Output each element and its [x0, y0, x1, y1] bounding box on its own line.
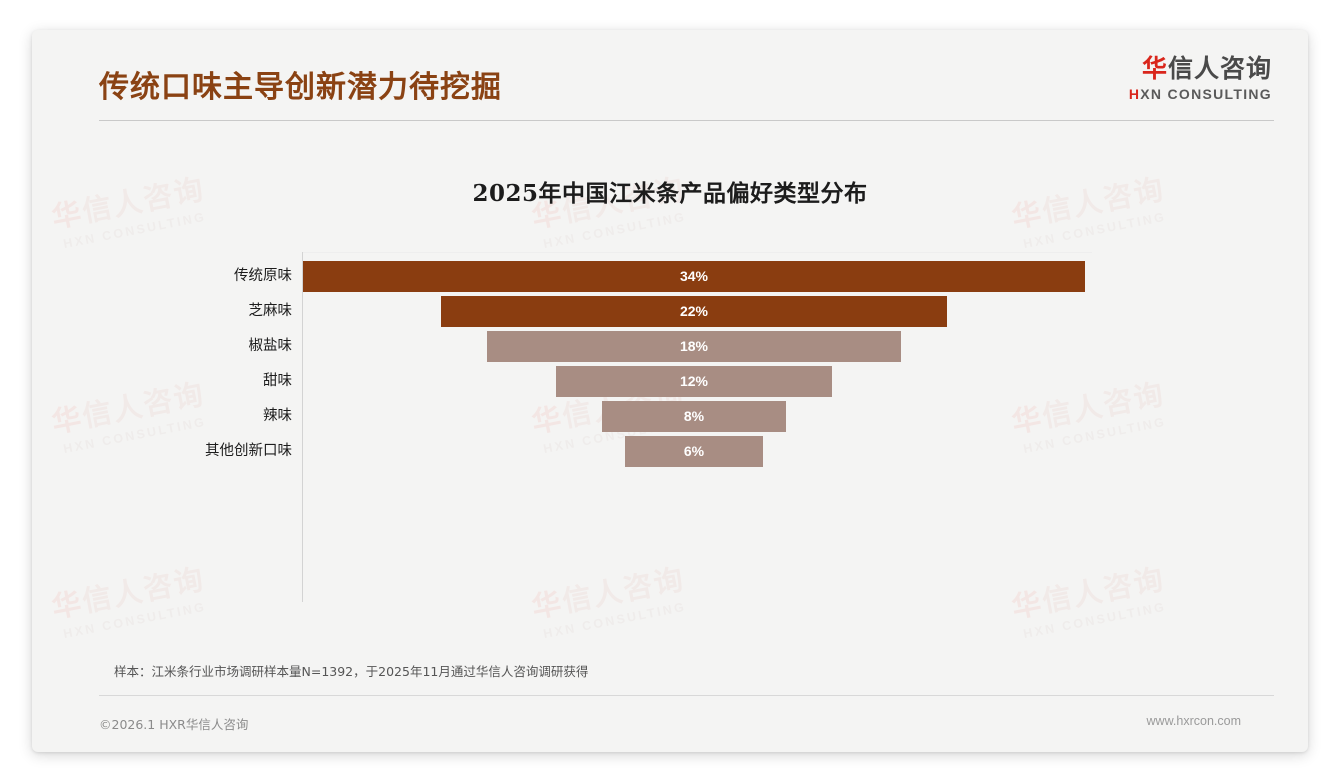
bar-track: 12%	[303, 364, 1085, 399]
footer-divider	[99, 695, 1274, 696]
bar-shape[interactable]	[625, 436, 763, 467]
brand-logo-en-accent: H	[1128, 86, 1141, 102]
bar-row[interactable]: 椒盐味 18%	[202, 329, 1262, 364]
brand-logo-rest-chars: 信人咨询	[1167, 54, 1272, 83]
slide-header: 传统口味主导创新潜力待挖掘 华信人咨询 HXN CONSULTING	[32, 30, 1308, 122]
bar-category-label: 椒盐味	[248, 338, 293, 354]
bar-row[interactable]: 其他创新口味 6%	[202, 434, 1262, 469]
bar-row[interactable]: 芝麻味 22%	[202, 294, 1262, 329]
chart-title: 2025年中国江米条产品偏好类型分布	[472, 180, 868, 207]
bar-track: 22%	[303, 294, 1085, 329]
category-axis-line	[302, 252, 303, 602]
bar-category-label: 辣味	[263, 408, 292, 424]
bar-shape[interactable]	[487, 331, 901, 362]
bar-category-label: 甜味	[263, 373, 292, 389]
bar-shape[interactable]	[441, 296, 947, 327]
sample-footnote: 样本：江米条行业市场调研样本量N=1392，于2025年11月通过华信人咨询调研…	[114, 664, 589, 679]
bar-category-label: 其他创新口味	[205, 443, 292, 459]
bar-category-label: 传统原味	[234, 268, 292, 284]
bar-shape[interactable]	[602, 401, 786, 432]
brand-logo-accent-char: 华	[1141, 54, 1168, 83]
brand-logo-chinese: 华信人咨询	[1129, 55, 1272, 83]
site-url[interactable]: www.hxrcon.com	[1146, 714, 1241, 728]
bar-track: 6%	[303, 434, 1085, 469]
chart-plot-area: 传统原味 34% 芝麻味 22% 椒盐味 18% 甜味 12% 辣味 8% 其他创新口味 6%	[202, 252, 1262, 602]
header-divider	[99, 120, 1274, 121]
slide-card: 华信人咨询 HXN CONSULTING 华信人咨询 HXN CONSULTING 华信…	[32, 30, 1308, 752]
brand-logo-en-rest: XN CONSULTING	[1140, 86, 1272, 102]
bar-track: 34%	[303, 259, 1085, 294]
copyright-text: ©2026.1 HXR华信人咨询	[99, 717, 249, 732]
plot-top-rule	[302, 252, 1092, 253]
bar-track: 8%	[303, 399, 1085, 434]
brand-logo: 华信人咨询 HXN CONSULTING	[1129, 55, 1272, 103]
bar-row[interactable]: 传统原味 34%	[202, 259, 1262, 294]
chart-area: 2025年中国江米条产品偏好类型分布 传统原味 34% 芝麻味 22% 椒盐味 18% 甜味…	[32, 122, 1308, 662]
bar-shape[interactable]	[303, 261, 1085, 292]
bar-row[interactable]: 辣味 8%	[202, 399, 1262, 434]
bar-category-label: 芝麻味	[248, 303, 293, 319]
brand-logo-english: HXN CONSULTING	[1129, 86, 1272, 102]
bar-track: 18%	[303, 329, 1085, 364]
slide-footer: ©2026.1 HXR华信人咨询 www.hxrcon.com	[32, 696, 1308, 752]
bar-shape[interactable]	[556, 366, 832, 397]
bar-row[interactable]: 甜味 12%	[202, 364, 1262, 399]
page-title: 传统口味主导创新潜力待挖掘	[99, 70, 502, 105]
